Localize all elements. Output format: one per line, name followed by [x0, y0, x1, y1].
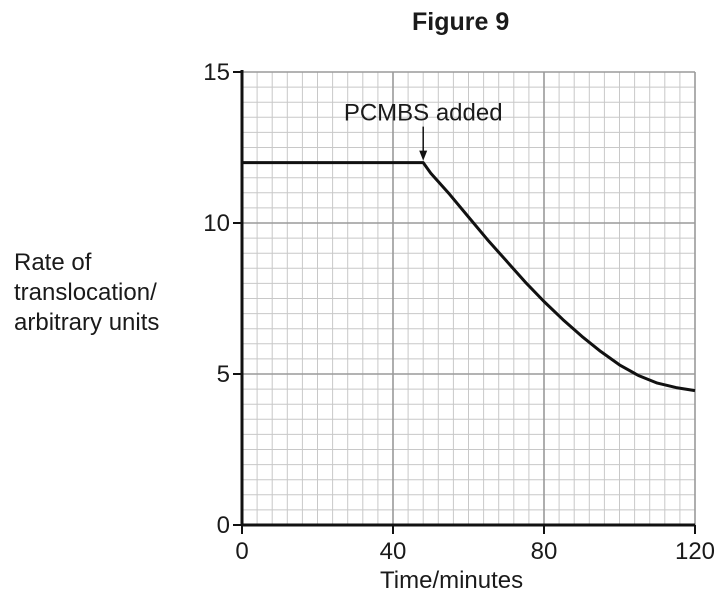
annotations: PCMBS added	[344, 100, 503, 161]
y-axis-label-line: arbitrary units	[14, 309, 160, 336]
y-tick-label: 10	[203, 210, 230, 237]
annotation-label: PCMBS added	[344, 100, 503, 127]
axes	[240, 70, 695, 527]
annotation-arrow-head	[419, 150, 428, 161]
x-tick-label: 0	[235, 538, 248, 565]
ticks: 0 5 10 15 0 40 80 120	[203, 59, 715, 565]
figure-title: Figure 9	[412, 8, 510, 36]
y-axis-label-line: Rate of	[14, 249, 92, 276]
x-tick-label: 40	[380, 538, 407, 565]
y-tick-label: 15	[203, 59, 230, 86]
y-tick-label: 5	[217, 361, 230, 388]
x-tick-label: 80	[531, 538, 558, 565]
minor-grid	[241, 71, 696, 526]
series	[242, 161, 696, 393]
y-tick-label: 0	[217, 512, 230, 539]
x-axis-label: Time/minutes	[380, 567, 524, 594]
y-axis-label-line: translocation/	[14, 279, 157, 306]
y-axis-label: Rate of translocation/ arbitrary units	[14, 248, 159, 338]
x-tick-label: 120	[675, 538, 715, 565]
series-line	[242, 161, 696, 393]
